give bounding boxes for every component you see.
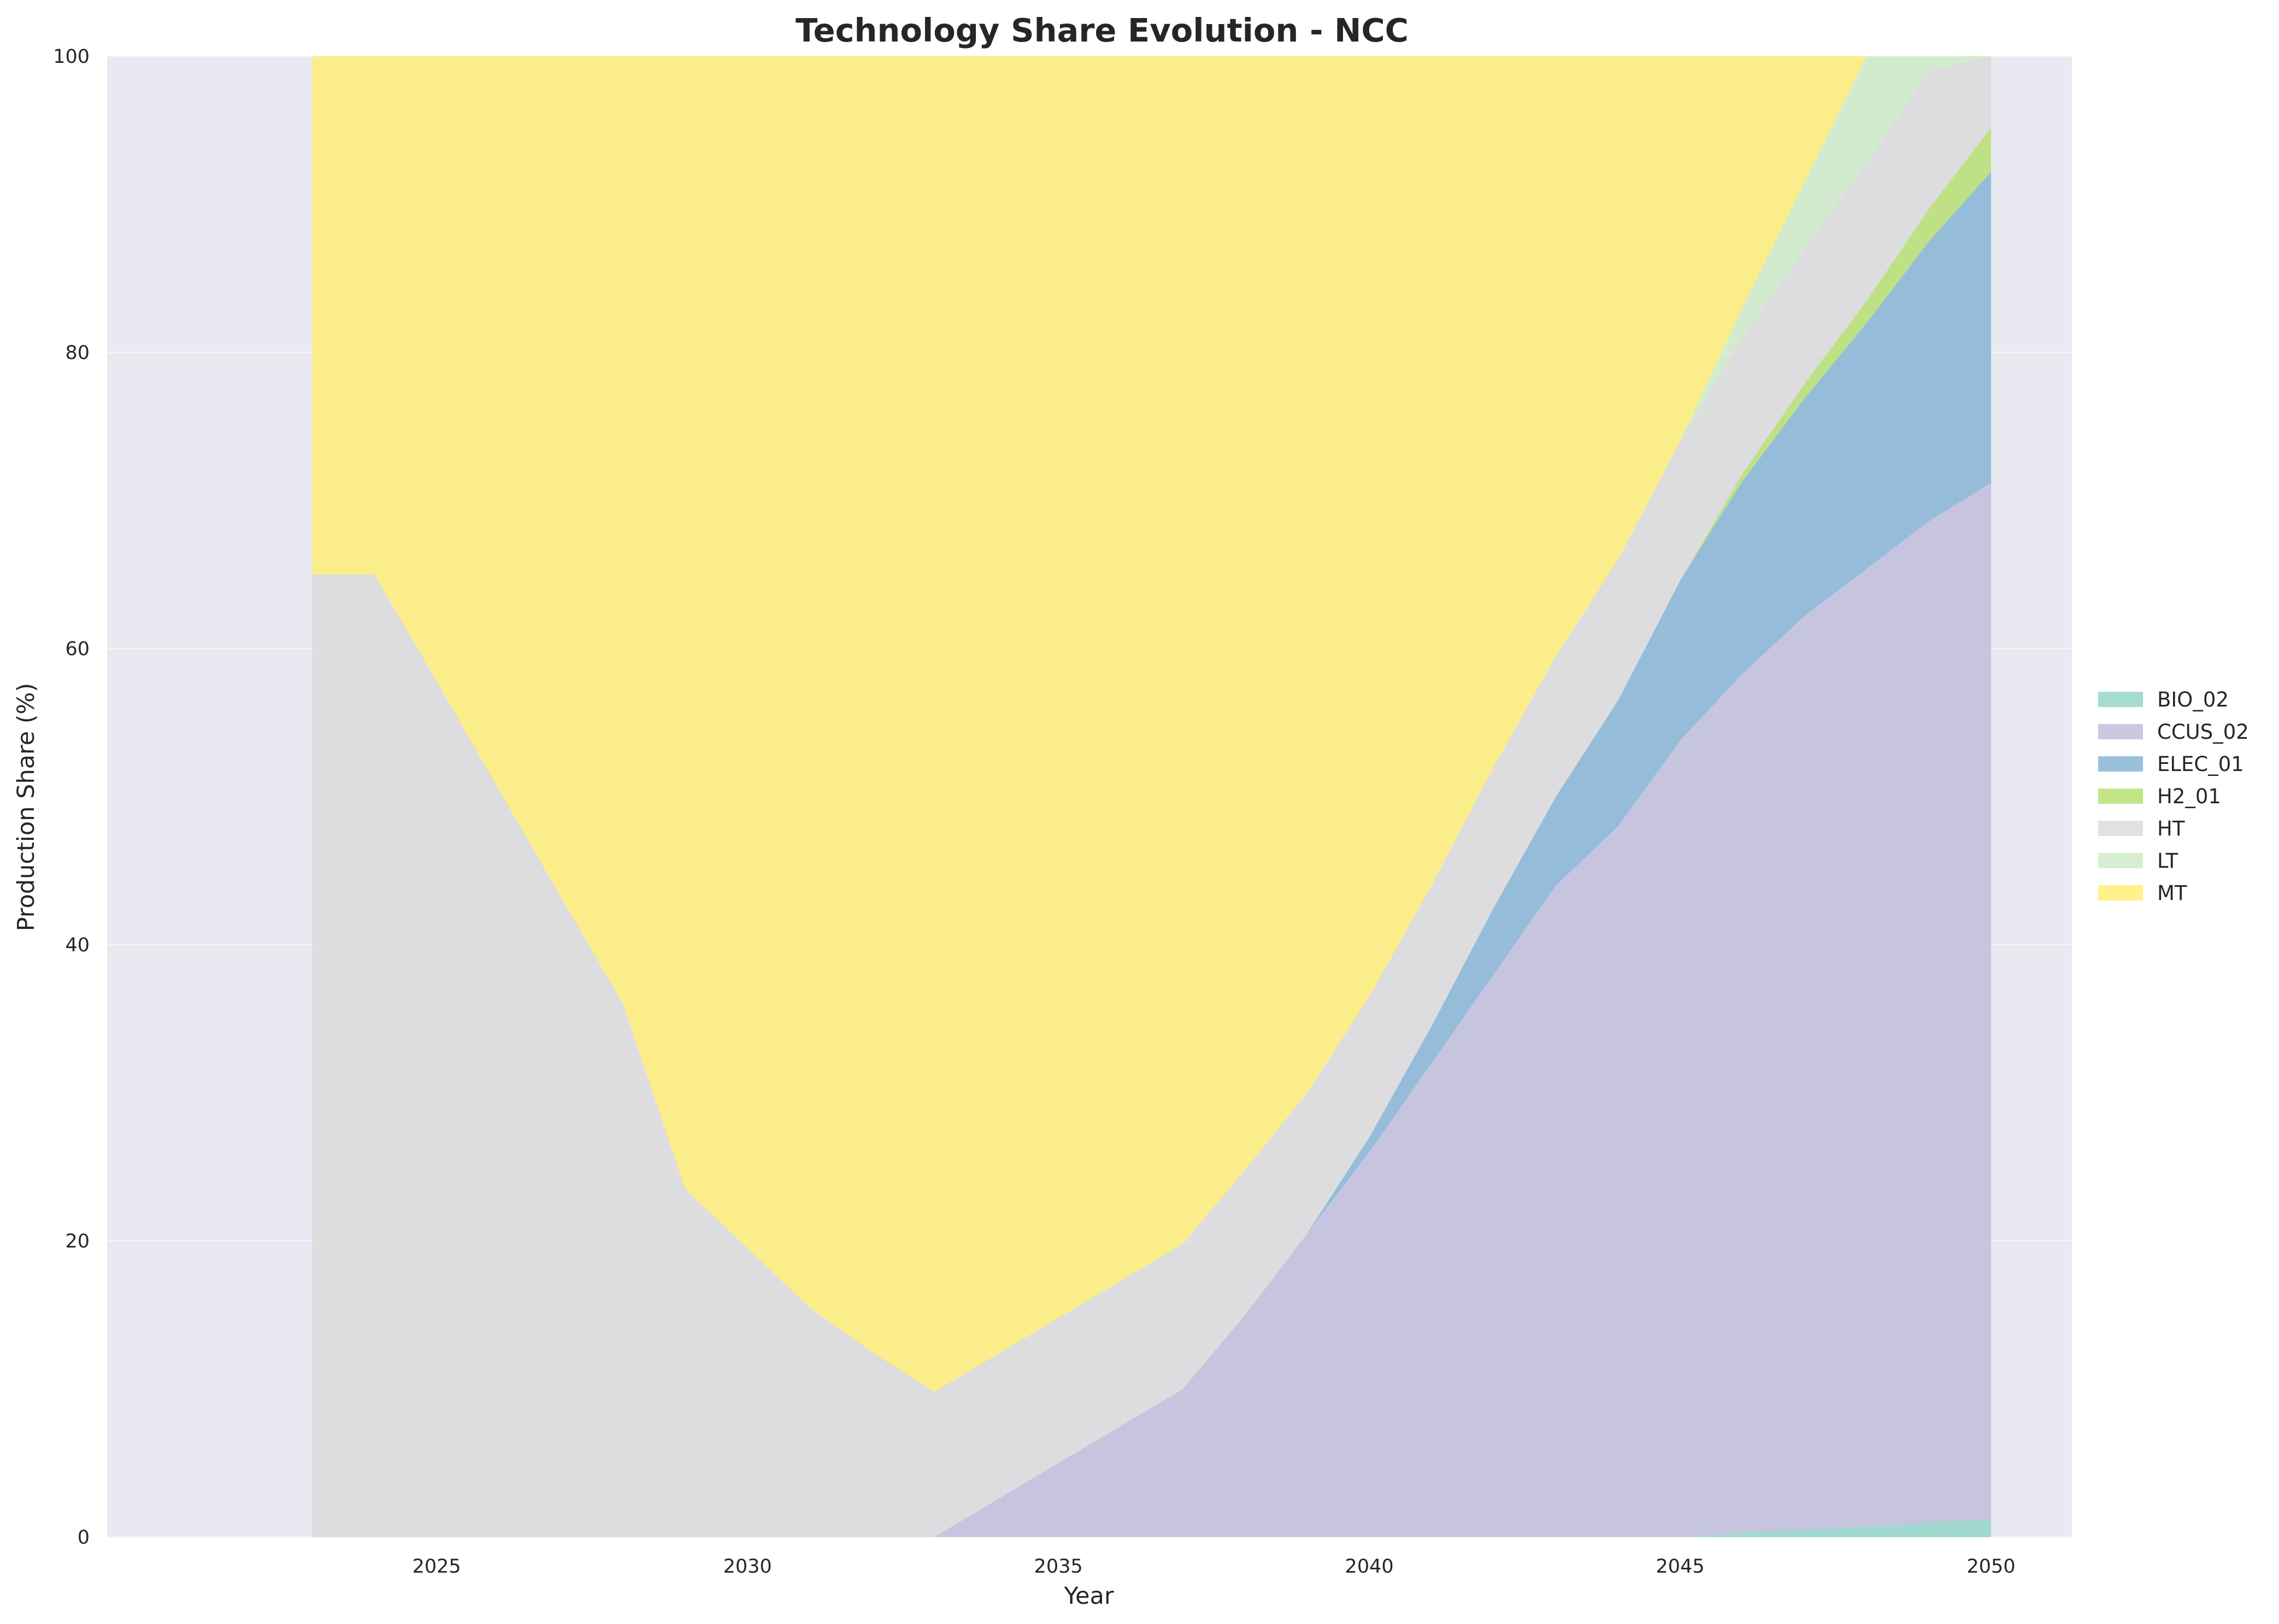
legend: BIO_02 CCUS_02 ELEC_01 H2_01 HT LT MT (2098, 688, 2249, 905)
y-tick-label: 100 (53, 46, 90, 68)
y-tick-label: 80 (65, 342, 90, 364)
x-tick-label: 2025 (413, 1556, 461, 1578)
x-axis-label: Year (1063, 1582, 1114, 1610)
legend-swatch (2098, 692, 2143, 707)
y-axis-ticks: 0 20 40 60 80 100 (53, 46, 90, 1549)
legend-label: ELEC_01 (2157, 752, 2244, 776)
legend-swatch (2098, 724, 2143, 739)
legend-label: H2_01 (2157, 785, 2221, 808)
x-tick-label: 2045 (1656, 1556, 1705, 1578)
y-tick-label: 60 (65, 638, 90, 660)
legend-label: CCUS_02 (2157, 720, 2249, 744)
y-tick-label: 40 (65, 934, 90, 956)
x-tick-label: 2030 (723, 1556, 772, 1578)
y-tick-label: 0 (78, 1527, 90, 1549)
area-series-ht (312, 56, 1992, 1537)
legend-label: LT (2157, 849, 2178, 873)
legend-label: HT (2157, 817, 2185, 840)
area-series-lt (312, 56, 1992, 1392)
legend-swatch (2098, 821, 2143, 836)
x-tick-label: 2050 (1967, 1556, 2016, 1578)
area-series-bio-02 (312, 1519, 1992, 1537)
legend-swatch (2098, 756, 2143, 772)
legend-swatch (2098, 853, 2143, 868)
legend-label: MT (2157, 881, 2187, 905)
area-series-ccus-02 (312, 483, 1992, 1537)
x-tick-label: 2035 (1034, 1556, 1083, 1578)
legend-label: BIO_02 (2157, 688, 2229, 711)
y-tick-label: 20 (65, 1231, 90, 1252)
y-axis-label: Production Share (%) (13, 683, 40, 932)
x-axis-ticks: 2025 2030 2035 2040 2045 2050 (413, 1556, 2016, 1578)
area-series-mt (312, 56, 1992, 1392)
legend-swatch (2098, 885, 2143, 901)
chart-title: Technology Share Evolution - NCC (796, 11, 1409, 49)
legend-swatch (2098, 789, 2143, 804)
x-tick-label: 2040 (1345, 1556, 1394, 1578)
area-layer (312, 56, 1992, 1538)
